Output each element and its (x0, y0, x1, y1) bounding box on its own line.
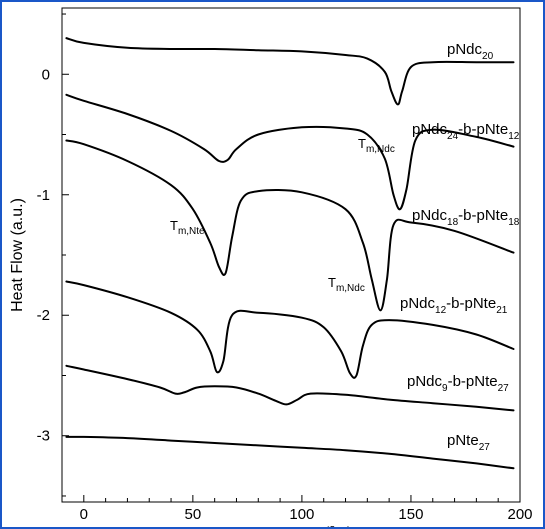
x-tick-label: 0 (80, 506, 88, 523)
x-axis-title: Temperature (oC) (230, 523, 353, 527)
annotation-0: Tm,Ndc (358, 136, 395, 155)
series-line-3 (65, 280, 515, 379)
annotations: Tm,Ndc Tm,Nte Tm,Ndc (170, 136, 395, 294)
series-line-5 (65, 435, 515, 470)
annotation-1: Tm,Nte (170, 218, 205, 237)
x-tick-label: 100 (289, 506, 314, 523)
plot-area-border (61, 7, 521, 503)
series-line-4 (65, 364, 515, 412)
y-axis-title: Heat Flow (a.u.) (9, 198, 26, 312)
series-line-2 (65, 139, 515, 312)
x-tick-label: 150 (398, 506, 423, 523)
series-labels: pNdc20 pNdc24-b-pNte12 pNdc18-b-pNte18 pNdc… (400, 41, 520, 453)
series-label-0: pNdc20 (447, 41, 494, 62)
series-label-3: pNdc12-b-pNte21 (400, 295, 508, 316)
series-label-5: pNte27 (447, 432, 490, 453)
y-tick-label: 0 (42, 66, 50, 83)
x-tick-label: 200 (507, 506, 532, 523)
series-line-1 (65, 93, 515, 211)
series-label-4: pNdc9-b-pNte27 (407, 373, 509, 394)
series-label-1: pNdc24-b-pNte12 (412, 121, 520, 142)
x-tick-label: 50 (185, 506, 202, 523)
series-label-2: pNdc18-b-pNte18 (412, 207, 520, 228)
y-tick-label: -2 (37, 307, 50, 324)
y-tick-label: -3 (37, 428, 50, 445)
curves (65, 37, 515, 470)
annotation-2: Tm,Ndc (328, 275, 365, 294)
axes: 0 50 100 150 200 0 -1 -2 -3 (37, 7, 533, 523)
series-line-0 (65, 37, 515, 106)
y-tick-label: -1 (37, 187, 50, 204)
